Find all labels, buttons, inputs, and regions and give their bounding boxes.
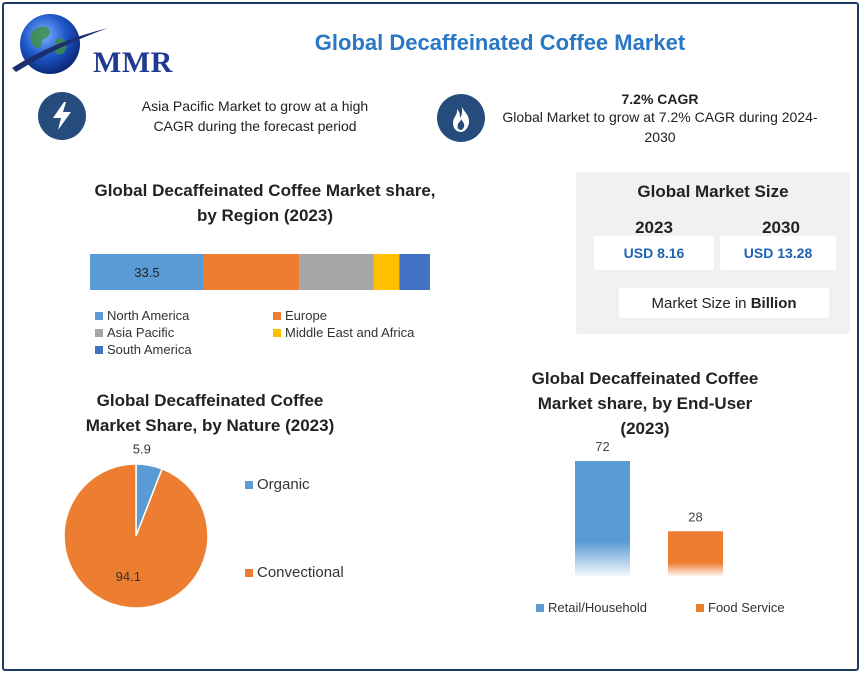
pie-slice-label: 5.9 <box>133 441 151 456</box>
region-legend-item-middle-east-and-africa: Middle East and Africa <box>273 325 414 340</box>
region-chart-title-line-1: Global Decaffeinated Coffee Market share… <box>94 181 436 200</box>
legend-swatch <box>273 328 281 337</box>
highlight-asia-text: Asia Pacific Market to grow at a high CA… <box>141 98 369 134</box>
enduser-bar-food-service <box>668 531 723 576</box>
pie-slice-label: 94.1 <box>116 569 141 584</box>
legend-swatch <box>95 345 103 354</box>
legend-label: Asia Pacific <box>107 325 175 340</box>
legend-swatch <box>95 328 103 337</box>
legend-label: Middle East and Africa <box>285 325 415 340</box>
legend-swatch <box>696 603 704 612</box>
flame-icon <box>437 94 485 142</box>
market-size-unit-note: Market Size in Billion <box>619 288 829 318</box>
legend-swatch <box>245 480 253 489</box>
legend-swatch <box>95 311 103 320</box>
region-segment-asia-pacific <box>299 254 374 290</box>
nature-legend-item-convectional: Convectional <box>245 564 344 581</box>
region-legend-item-south-america: South America <box>95 342 192 357</box>
pie-slice-convectional <box>63 463 209 609</box>
enduser-legend-item-food-service: Food Service <box>696 600 785 615</box>
enduser-legend-item-retail-household: Retail/Household <box>536 600 647 615</box>
nature-chart-title-line-1: Global Decaffeinated Coffee <box>96 391 324 410</box>
region-stacked-bar-chart: 33.5 <box>90 254 430 290</box>
region-chart-title: Global Decaffeinated Coffee Market share… <box>55 178 475 228</box>
region-chart-title-line-2: by Region (2023) <box>196 206 334 225</box>
legend-label: Convectional <box>257 564 344 581</box>
region-segment-north-america <box>90 254 204 290</box>
legend-swatch <box>273 311 281 320</box>
enduser-chart-title-line-3: (2023) <box>620 419 670 438</box>
legend-label: Organic <box>257 476 310 493</box>
legend-label: North America <box>107 308 190 323</box>
year-2030: 2030 <box>762 218 800 237</box>
enduser-bar-label: 28 <box>688 509 702 524</box>
legend-swatch <box>245 568 253 577</box>
region-legend: North America Europe Asia Pacific Middle Ea… <box>95 308 475 363</box>
market-size-2023-value: USD 8.16 <box>594 236 714 270</box>
page-title: Global Decaffeinated Coffee Market <box>314 30 686 55</box>
enduser-bar-retail-household <box>575 461 630 576</box>
legend-label: Retail/Household <box>548 600 648 615</box>
market-size-2030-value: USD 13.28 <box>720 236 836 270</box>
logo-text: MMR <box>93 46 173 79</box>
globe-icon <box>12 14 108 74</box>
unit-note-prefix: Market Size in <box>651 294 751 312</box>
region-legend-item-europe: Europe <box>273 308 327 323</box>
region-legend-item-north-america: North America <box>95 308 189 323</box>
enduser-chart-title-line-1: Global Decaffeinated Coffee <box>531 369 759 388</box>
enduser-legend: Retail/Household Food Service <box>536 600 836 618</box>
region-segment-label: 33.5 <box>134 265 159 280</box>
nature-chart-title-line-2: Market Share, by Nature (2023) <box>85 416 335 435</box>
unit-note-bold: Billion <box>750 294 797 312</box>
enduser-chart-title-line-2: Market share, by End-User <box>537 394 753 413</box>
cagr-text: Global Market to grow at 7.2% CAGR durin… <box>502 109 818 145</box>
region-segment-europe <box>203 254 300 290</box>
enduser-bar-chart: 72 28 <box>575 439 723 576</box>
region-segment-middle-east-and-africa <box>373 254 400 290</box>
nature-chart-title: Global Decaffeinated Coffee Market Share… <box>55 388 365 438</box>
nature-legend-item-organic: Organic <box>245 476 310 493</box>
region-segment-south-america <box>399 254 430 290</box>
market-size-title: Global Market Size <box>637 182 789 201</box>
legend-swatch <box>536 603 544 612</box>
legend-label: South America <box>107 342 192 357</box>
enduser-chart-title: Global Decaffeinated Coffee Market share… <box>490 366 800 441</box>
region-legend-item-asia-pacific: Asia Pacific <box>95 325 174 340</box>
year-2023: 2023 <box>635 218 673 237</box>
mmr-logo: MMR <box>10 10 180 82</box>
nature-legend: Organic Convectional <box>245 476 385 586</box>
enduser-bar-label: 72 <box>595 439 609 454</box>
nature-pie-chart: 5.9 94.1 <box>63 441 209 609</box>
lightning-icon <box>38 92 86 140</box>
market-size-panel: Global Market Size 2023 2030 USD 8.16 US… <box>576 172 850 334</box>
legend-label: Food Service <box>708 600 785 615</box>
legend-label: Europe <box>285 308 327 323</box>
cagr-headline: 7.2% CAGR <box>621 91 699 107</box>
